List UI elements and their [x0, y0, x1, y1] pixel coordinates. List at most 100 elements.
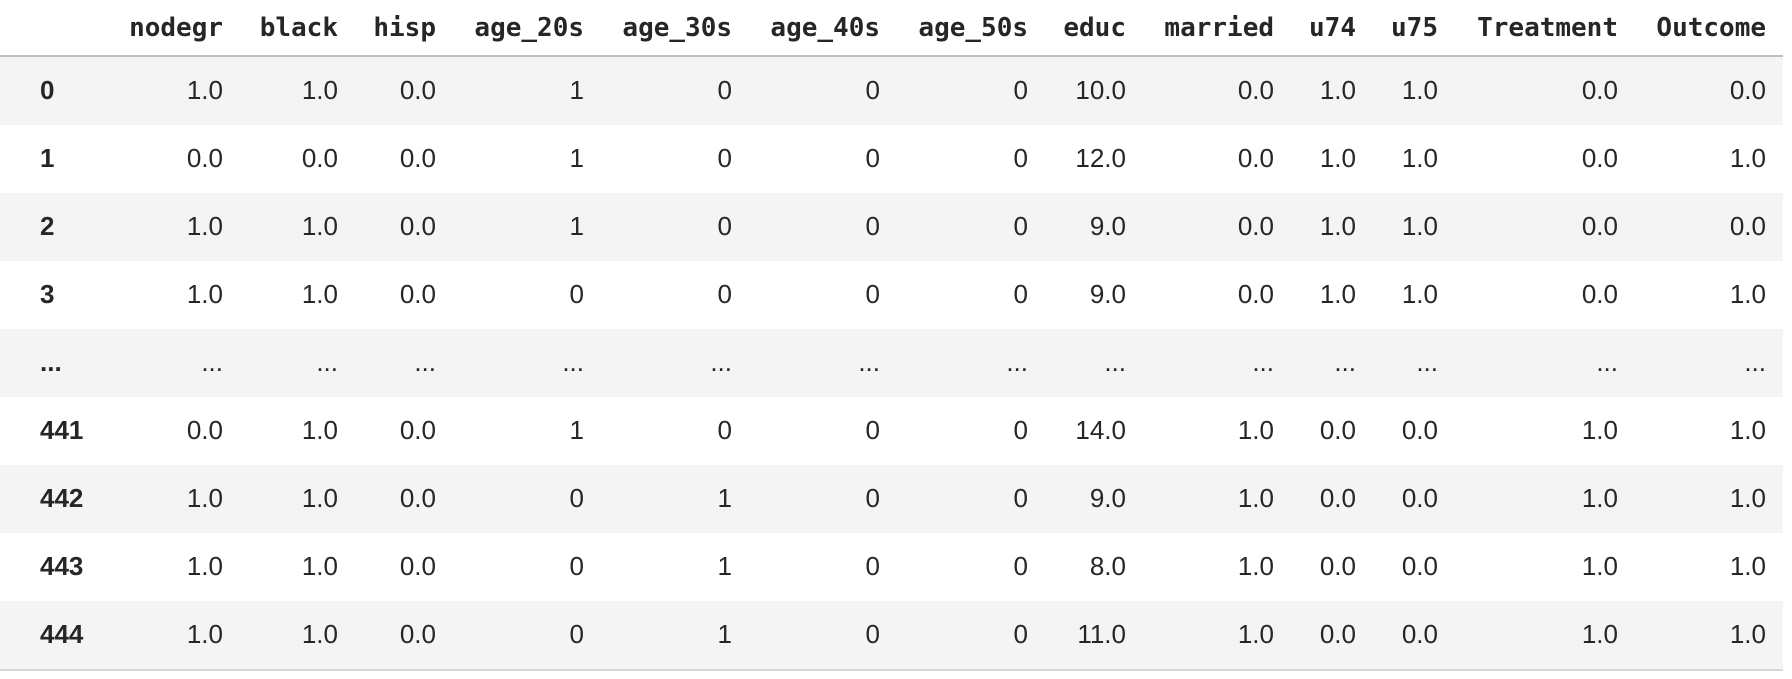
cell-u75: 1.0	[1401, 143, 1438, 173]
cell-black: 1.0	[301, 483, 338, 513]
cell-u75: 0.0	[1401, 551, 1438, 581]
cell-educ: 9.0	[1089, 279, 1126, 309]
column-header-age_20s: age_20s	[436, 0, 584, 57]
cell-age_50s: 0	[1013, 551, 1028, 581]
cell-age_50s: 0	[1013, 483, 1028, 513]
cell-educ: 8.0	[1089, 551, 1126, 581]
cell-age_50s: 0	[1013, 279, 1028, 309]
cell-treatment: 1.0	[1581, 551, 1618, 581]
cell-treatment: 1.0	[1581, 415, 1618, 445]
cell-age_40s: 0	[865, 483, 880, 513]
cell-age_40s: 0	[865, 279, 880, 309]
cell-age_30s: ...	[710, 347, 732, 377]
cell-age_30s: 1	[717, 551, 732, 581]
cell-nodegr: ...	[201, 347, 223, 377]
cell-treatment: 1.0	[1581, 483, 1618, 513]
row-index: 3	[40, 279, 55, 309]
index-corner-cell	[0, 0, 92, 57]
column-header-treatment: Treatment	[1438, 0, 1618, 57]
cell-nodegr: 0.0	[186, 415, 223, 445]
cell-black: 1.0	[301, 415, 338, 445]
cell-married: 1.0	[1237, 415, 1274, 445]
cell-nodegr: 0.0	[186, 143, 223, 173]
column-header-married: married	[1126, 0, 1274, 57]
cell-educ: ...	[1104, 347, 1126, 377]
table-row: 444 1.0 1.0 0.0 0 1 0 0 11.0 1.0 0.0 0.0 1.0 1.0	[0, 601, 1783, 671]
cell-nodegr: 1.0	[92, 601, 223, 671]
row-index: 0	[40, 75, 55, 105]
cell-age_50s: 0	[1013, 211, 1028, 241]
cell-u75: ...	[1416, 347, 1438, 377]
cell-hisp: 0.0	[399, 211, 436, 241]
cell-u74: 0.0	[1319, 483, 1356, 513]
cell-age_40s: 0	[865, 551, 880, 581]
table-row: ........................................…	[0, 329, 1783, 397]
cell-treatment: 0.0	[1581, 143, 1618, 173]
cell-age_30s: 0	[717, 211, 732, 241]
cell-hisp: 0.0	[399, 415, 436, 445]
row-index: 444	[0, 601, 92, 671]
cell-married: 0.0	[1237, 211, 1274, 241]
cell-outcome: 1.0	[1729, 143, 1766, 173]
cell-age_50s: 0	[1013, 75, 1028, 105]
cell-age_20s: 1	[569, 143, 584, 173]
column-header-age_40s: age_40s	[732, 0, 880, 57]
cell-u75: 1.0	[1401, 211, 1438, 241]
cell-age_20s: 0	[569, 551, 584, 581]
cell-outcome: 0.0	[1729, 211, 1766, 241]
cell-treatment: ...	[1596, 347, 1618, 377]
cell-u74: 1.0	[1319, 75, 1356, 105]
cell-age_20s: 0	[569, 483, 584, 513]
cell-u74: 1.0	[1319, 143, 1356, 173]
cell-treatment: 1.0	[1438, 601, 1618, 671]
cell-educ: 11.0	[1028, 601, 1126, 671]
cell-hisp: 0.0	[399, 551, 436, 581]
row-index: 443	[40, 551, 84, 581]
cell-hisp: 0.0	[399, 143, 436, 173]
table-row: 443 1.0 1.0 0.0 0 1 0 0 8.0 1.0 0.0 0.0 1.0 1.0	[0, 533, 1783, 601]
cell-educ: 10.0	[1075, 75, 1126, 105]
cell-u74: 1.0	[1319, 211, 1356, 241]
cell-married: 0.0	[1237, 279, 1274, 309]
cell-age_30s: 1	[717, 483, 732, 513]
cell-nodegr: 1.0	[186, 483, 223, 513]
cell-outcome: 1.0	[1729, 279, 1766, 309]
cell-u74: 1.0	[1319, 279, 1356, 309]
cell-u74: 0.0	[1274, 601, 1356, 671]
cell-educ: 12.0	[1075, 143, 1126, 173]
cell-age_20s: 1	[569, 75, 584, 105]
row-index: 441	[40, 415, 84, 445]
cell-married: 0.0	[1237, 143, 1274, 173]
column-header-nodegr: nodegr	[92, 0, 223, 57]
column-header-outcome: Outcome	[1618, 0, 1783, 57]
cell-age_40s: 0	[732, 601, 880, 671]
cell-married: 1.0	[1126, 601, 1274, 671]
cell-age_30s: 0	[717, 279, 732, 309]
cell-hisp: 0.0	[399, 279, 436, 309]
cell-age_30s: 0	[717, 75, 732, 105]
cell-outcome: 1.0	[1729, 551, 1766, 581]
cell-treatment: 0.0	[1581, 279, 1618, 309]
cell-age_20s: 1	[569, 415, 584, 445]
cell-black: 1.0	[301, 551, 338, 581]
cell-age_40s: 0	[865, 415, 880, 445]
table-row: 442 1.0 1.0 0.0 0 1 0 0 9.0 1.0 0.0 0.0 1.0 1.0	[0, 465, 1783, 533]
cell-hisp: 0.0	[399, 75, 436, 105]
cell-nodegr: 1.0	[186, 75, 223, 105]
column-header-age_30s: age_30s	[584, 0, 732, 57]
cell-married: 1.0	[1237, 551, 1274, 581]
cell-u75: 0.0	[1356, 601, 1438, 671]
cell-age_30s: 0	[717, 415, 732, 445]
row-index: 2	[40, 211, 55, 241]
cell-black: 1.0	[223, 601, 338, 671]
cell-age_20s: ...	[562, 347, 584, 377]
cell-age_50s: 0	[1013, 415, 1028, 445]
cell-u74: 0.0	[1319, 551, 1356, 581]
cell-u75: 1.0	[1401, 75, 1438, 105]
cell-age_40s: 0	[865, 143, 880, 173]
column-header-age_50s: age_50s	[880, 0, 1028, 57]
row-index: 1	[40, 143, 55, 173]
row-index: ...	[40, 347, 62, 377]
cell-married: ...	[1252, 347, 1274, 377]
